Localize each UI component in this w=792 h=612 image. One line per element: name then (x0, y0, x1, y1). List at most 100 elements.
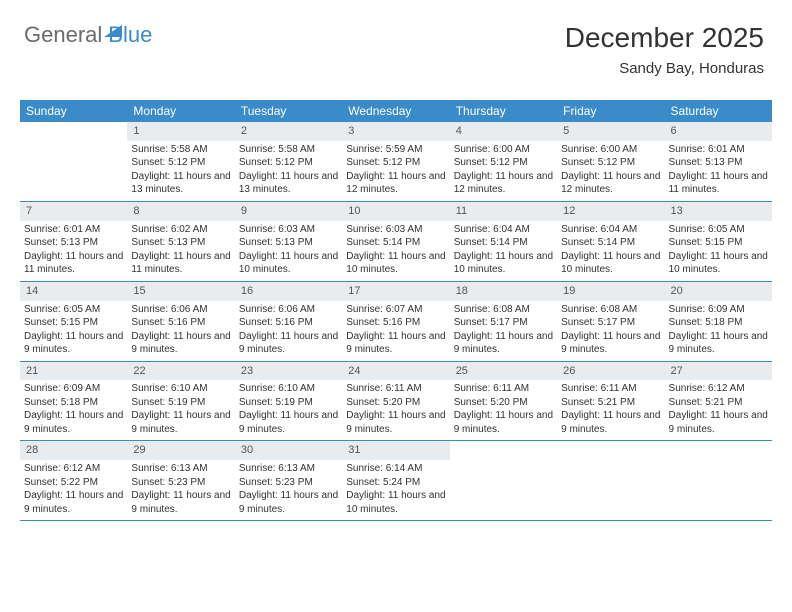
sunset-line: Sunset: 5:16 PM (346, 316, 445, 330)
day-number: 31 (342, 441, 449, 460)
day-body: Sunrise: 6:09 AMSunset: 5:18 PMDaylight:… (20, 380, 127, 440)
day-number: 12 (557, 202, 664, 221)
day-body: Sunrise: 6:01 AMSunset: 5:13 PMDaylight:… (20, 221, 127, 281)
sunrise-line: Sunrise: 6:10 AM (131, 382, 230, 396)
day-cell: 21Sunrise: 6:09 AMSunset: 5:18 PMDayligh… (20, 362, 127, 441)
sunrise-line: Sunrise: 6:03 AM (239, 223, 338, 237)
daylight-line: Daylight: 11 hours and 9 minutes. (669, 409, 768, 436)
sunrise-line: Sunrise: 6:00 AM (454, 143, 553, 157)
day-body: Sunrise: 6:00 AMSunset: 5:12 PMDaylight:… (557, 141, 664, 201)
day-cell: 28Sunrise: 6:12 AMSunset: 5:22 PMDayligh… (20, 441, 127, 520)
day-body: Sunrise: 6:09 AMSunset: 5:18 PMDaylight:… (665, 301, 772, 361)
logo: General Blue (24, 22, 152, 48)
day-body: Sunrise: 5:58 AMSunset: 5:12 PMDaylight:… (127, 141, 234, 201)
sunrise-line: Sunrise: 6:09 AM (669, 303, 768, 317)
sunset-line: Sunset: 5:12 PM (131, 156, 230, 170)
daylight-line: Daylight: 11 hours and 10 minutes. (669, 250, 768, 277)
sunrise-line: Sunrise: 6:04 AM (454, 223, 553, 237)
sunset-line: Sunset: 5:23 PM (131, 476, 230, 490)
weekday-sunday: Sunday (20, 100, 127, 122)
sunrise-line: Sunrise: 5:58 AM (131, 143, 230, 157)
day-number: 25 (450, 362, 557, 381)
sunset-line: Sunset: 5:18 PM (24, 396, 123, 410)
day-number: 2 (235, 122, 342, 141)
sunrise-line: Sunrise: 6:05 AM (669, 223, 768, 237)
day-body: Sunrise: 6:06 AMSunset: 5:16 PMDaylight:… (235, 301, 342, 361)
day-body: Sunrise: 6:04 AMSunset: 5:14 PMDaylight:… (557, 221, 664, 281)
day-cell: 10Sunrise: 6:03 AMSunset: 5:14 PMDayligh… (342, 202, 449, 281)
day-number: 1 (127, 122, 234, 141)
day-number: 20 (665, 282, 772, 301)
daylight-line: Daylight: 11 hours and 9 minutes. (561, 409, 660, 436)
day-body: Sunrise: 6:03 AMSunset: 5:13 PMDaylight:… (235, 221, 342, 281)
day-body: Sunrise: 6:13 AMSunset: 5:23 PMDaylight:… (235, 460, 342, 520)
daylight-line: Daylight: 11 hours and 9 minutes. (239, 330, 338, 357)
day-body: Sunrise: 6:00 AMSunset: 5:12 PMDaylight:… (450, 141, 557, 201)
day-cell (557, 441, 664, 520)
sunset-line: Sunset: 5:13 PM (239, 236, 338, 250)
day-number: 26 (557, 362, 664, 381)
sunset-line: Sunset: 5:13 PM (24, 236, 123, 250)
daylight-line: Daylight: 11 hours and 11 minutes. (131, 250, 230, 277)
sunset-line: Sunset: 5:19 PM (131, 396, 230, 410)
day-body: Sunrise: 6:07 AMSunset: 5:16 PMDaylight:… (342, 301, 449, 361)
daylight-line: Daylight: 11 hours and 9 minutes. (24, 330, 123, 357)
sunset-line: Sunset: 5:14 PM (454, 236, 553, 250)
sunrise-line: Sunrise: 6:08 AM (454, 303, 553, 317)
sunrise-line: Sunrise: 6:11 AM (561, 382, 660, 396)
weekday-monday: Monday (127, 100, 234, 122)
sunrise-line: Sunrise: 6:11 AM (454, 382, 553, 396)
sunset-line: Sunset: 5:15 PM (24, 316, 123, 330)
daylight-line: Daylight: 11 hours and 9 minutes. (346, 409, 445, 436)
sunrise-line: Sunrise: 6:13 AM (239, 462, 338, 476)
daylight-line: Daylight: 11 hours and 9 minutes. (239, 409, 338, 436)
calendar: SundayMondayTuesdayWednesdayThursdayFrid… (20, 100, 772, 521)
day-number: 14 (20, 282, 127, 301)
sunset-line: Sunset: 5:22 PM (24, 476, 123, 490)
day-number (20, 122, 127, 141)
sunrise-line: Sunrise: 6:05 AM (24, 303, 123, 317)
sunrise-line: Sunrise: 6:06 AM (131, 303, 230, 317)
day-body: Sunrise: 6:02 AMSunset: 5:13 PMDaylight:… (127, 221, 234, 281)
sunrise-line: Sunrise: 6:11 AM (346, 382, 445, 396)
daylight-line: Daylight: 11 hours and 10 minutes. (346, 489, 445, 516)
sunrise-line: Sunrise: 5:58 AM (239, 143, 338, 157)
day-body: Sunrise: 6:11 AMSunset: 5:20 PMDaylight:… (342, 380, 449, 440)
day-cell: 7Sunrise: 6:01 AMSunset: 5:13 PMDaylight… (20, 202, 127, 281)
day-number: 17 (342, 282, 449, 301)
sunset-line: Sunset: 5:17 PM (561, 316, 660, 330)
sunrise-line: Sunrise: 6:12 AM (669, 382, 768, 396)
daylight-line: Daylight: 11 hours and 12 minutes. (454, 170, 553, 197)
sunrise-line: Sunrise: 6:08 AM (561, 303, 660, 317)
sunset-line: Sunset: 5:12 PM (561, 156, 660, 170)
daylight-line: Daylight: 11 hours and 9 minutes. (24, 409, 123, 436)
daylight-line: Daylight: 11 hours and 10 minutes. (561, 250, 660, 277)
day-body: Sunrise: 6:12 AMSunset: 5:22 PMDaylight:… (20, 460, 127, 520)
daylight-line: Daylight: 11 hours and 9 minutes. (239, 489, 338, 516)
day-number: 8 (127, 202, 234, 221)
sunset-line: Sunset: 5:23 PM (239, 476, 338, 490)
day-body: Sunrise: 6:01 AMSunset: 5:13 PMDaylight:… (665, 141, 772, 201)
sunrise-line: Sunrise: 6:02 AM (131, 223, 230, 237)
sunset-line: Sunset: 5:20 PM (346, 396, 445, 410)
daylight-line: Daylight: 11 hours and 9 minutes. (131, 409, 230, 436)
day-cell: 25Sunrise: 6:11 AMSunset: 5:20 PMDayligh… (450, 362, 557, 441)
daylight-line: Daylight: 11 hours and 9 minutes. (346, 330, 445, 357)
day-body: Sunrise: 6:10 AMSunset: 5:19 PMDaylight:… (235, 380, 342, 440)
daylight-line: Daylight: 11 hours and 12 minutes. (561, 170, 660, 197)
day-cell: 13Sunrise: 6:05 AMSunset: 5:15 PMDayligh… (665, 202, 772, 281)
sunrise-line: Sunrise: 5:59 AM (346, 143, 445, 157)
daylight-line: Daylight: 11 hours and 9 minutes. (454, 330, 553, 357)
daylight-line: Daylight: 11 hours and 12 minutes. (346, 170, 445, 197)
sunrise-line: Sunrise: 6:04 AM (561, 223, 660, 237)
day-number: 13 (665, 202, 772, 221)
sunset-line: Sunset: 5:12 PM (454, 156, 553, 170)
day-cell (20, 122, 127, 201)
week-row: 21Sunrise: 6:09 AMSunset: 5:18 PMDayligh… (20, 362, 772, 442)
sunset-line: Sunset: 5:24 PM (346, 476, 445, 490)
day-number: 21 (20, 362, 127, 381)
day-body: Sunrise: 6:13 AMSunset: 5:23 PMDaylight:… (127, 460, 234, 520)
week-row: 7Sunrise: 6:01 AMSunset: 5:13 PMDaylight… (20, 202, 772, 282)
sunset-line: Sunset: 5:12 PM (239, 156, 338, 170)
day-number: 19 (557, 282, 664, 301)
